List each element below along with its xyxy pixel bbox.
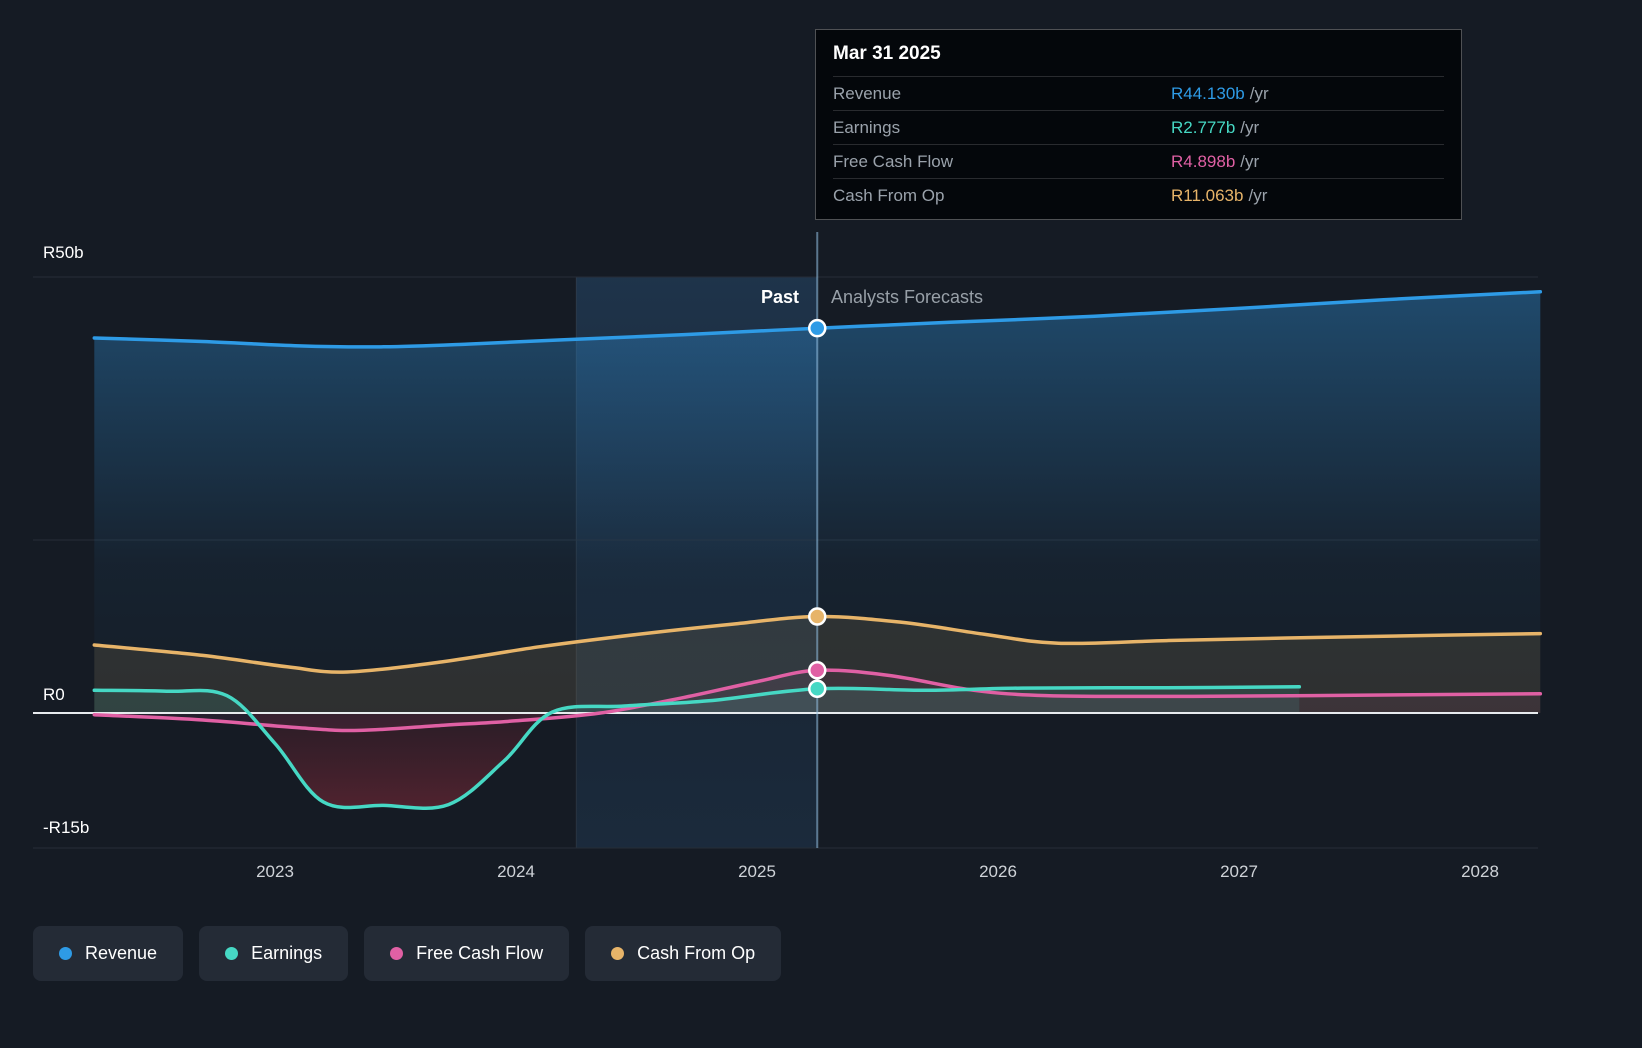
tooltip-value: R11.063b — [1171, 185, 1244, 205]
tooltip-row-revenue: Revenue R44.130b /yr — [833, 76, 1444, 110]
free-cash-flow-line — [92, 668, 1543, 733]
cash-from-op-dot-icon — [611, 947, 625, 960]
cash-from-op-marker[interactable] — [808, 607, 827, 626]
x-tick-2025: 2025 — [738, 862, 776, 881]
free-cash-flow-dot-icon — [390, 947, 404, 960]
tooltip-suffix: /yr — [1240, 117, 1260, 137]
legend-label: Earnings — [251, 943, 323, 963]
tooltip-row-earnings: Earnings R2.777b /yr — [833, 110, 1444, 144]
revenue-marker[interactable] — [808, 318, 827, 338]
past-label: Past — [760, 287, 799, 307]
x-tick-2023: 2023 — [256, 862, 294, 881]
legend-label: Cash From Op — [637, 943, 756, 963]
x-tick-2027: 2027 — [1220, 862, 1258, 881]
tooltip-value: R44.130b — [1171, 83, 1245, 103]
tooltip-value: R2.777b — [1171, 117, 1236, 137]
earnings-line — [92, 685, 1302, 810]
x-tick-2024: 2024 — [497, 862, 535, 881]
analysts-forecasts-label: Analysts Forecasts — [831, 287, 984, 307]
free-cash-flow-marker[interactable] — [808, 661, 827, 680]
legend: Revenue Earnings Free Cash Flow Cash Fro… — [33, 926, 782, 981]
earnings-marker[interactable] — [808, 679, 827, 699]
tooltip-label: Free Cash Flow — [833, 151, 953, 171]
revenue-line — [92, 290, 1543, 349]
tooltip-label: Earnings — [833, 117, 901, 137]
revenue-dot-icon — [59, 947, 72, 960]
earnings-area-negative — [94, 713, 1300, 809]
tooltip-date: Mar 31 2025 — [833, 43, 941, 64]
legend-label: Revenue — [85, 943, 158, 963]
legend-item-revenue[interactable]: Revenue — [33, 926, 184, 981]
legend-item-cash-from-op[interactable]: Cash From Op — [585, 926, 782, 981]
tooltip-row-cash-from-op: Cash From Op R11.063b /yr — [833, 178, 1444, 212]
tooltip-suffix: /yr — [1249, 83, 1269, 103]
cash-from-op-line — [92, 614, 1543, 674]
tooltip-label: Cash From Op — [833, 185, 945, 205]
x-tick-2026: 2026 — [979, 862, 1017, 881]
legend-label: Free Cash Flow — [416, 943, 544, 963]
legend-item-earnings[interactable]: Earnings — [199, 926, 349, 981]
tooltip-label: Revenue — [833, 83, 902, 103]
y-axis-label-top: R50b — [43, 243, 84, 262]
earnings-dot-icon — [225, 947, 239, 960]
y-axis-label-zero: R0 — [43, 685, 65, 704]
y-axis-label-bottom: -R15b — [43, 818, 90, 837]
x-tick-2028: 2028 — [1461, 862, 1499, 881]
legend-item-free-cash-flow[interactable]: Free Cash Flow — [364, 926, 570, 981]
tooltip-value: R4.898b — [1171, 151, 1236, 171]
tooltip-suffix: /yr — [1248, 185, 1268, 205]
data-tooltip: Mar 31 2025 Revenue R44.130b /yr Earning… — [815, 29, 1462, 220]
tooltip-row-free-cash-flow: Free Cash Flow R4.898b /yr — [833, 144, 1444, 178]
tooltip-suffix: /yr — [1240, 151, 1260, 171]
